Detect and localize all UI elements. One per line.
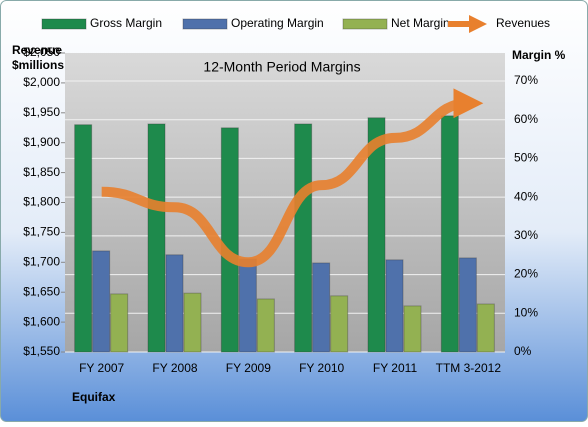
- y2-tick-label: 10%: [514, 305, 538, 319]
- y-tick-label: $1,950: [23, 105, 60, 119]
- y-axis-label: Revenue: [12, 43, 62, 57]
- legend-swatch: [41, 18, 87, 30]
- bar: [92, 250, 111, 353]
- y-tick-label: $1,700: [23, 254, 60, 268]
- bar: [367, 117, 386, 353]
- legend-label: Operating Margin: [231, 16, 324, 30]
- bar: [440, 115, 459, 353]
- bar: [294, 123, 313, 353]
- bar: [147, 123, 166, 353]
- source: Equifax: [72, 390, 116, 404]
- legend-label: Net Margin: [391, 16, 450, 30]
- bar: [238, 258, 257, 353]
- bar: [458, 257, 477, 353]
- y2-tick-label: 40%: [514, 189, 538, 203]
- y-tick-label: $1,750: [23, 225, 60, 239]
- x-tick-label: TTM 3-2012: [436, 361, 502, 375]
- bar: [183, 292, 202, 353]
- y-tick-label: $2,000: [23, 75, 60, 89]
- bar: [330, 295, 349, 353]
- bar: [256, 298, 275, 353]
- bar: [165, 254, 184, 353]
- y-tick-label: $2,050: [23, 45, 60, 59]
- y2-tick-label: 30%: [514, 228, 538, 242]
- bar: [403, 305, 422, 353]
- y2-tick-label: 50%: [514, 151, 538, 165]
- legend-swatch: [342, 18, 388, 30]
- y2-tick-label: 0%: [514, 344, 532, 358]
- y-tick-label: $1,900: [23, 135, 60, 149]
- x-tick-label: FY 2007: [79, 361, 124, 375]
- y2-tick-label: 60%: [514, 112, 538, 126]
- legend-label: Revenues: [496, 16, 550, 30]
- chart-title: 12-Month Period Margins: [203, 59, 360, 75]
- y-tick-label: $1,850: [23, 165, 60, 179]
- legend-swatch: [182, 18, 228, 30]
- bar: [476, 303, 495, 353]
- y-axis-label: $millions: [12, 58, 64, 72]
- bar: [312, 262, 331, 353]
- y2-axis-label: Margin %: [512, 48, 566, 62]
- y2-tick-label: 20%: [514, 267, 538, 281]
- x-tick-label: FY 2011: [373, 361, 418, 375]
- bar: [110, 293, 129, 353]
- bar: [74, 124, 93, 353]
- x-tick-label: FY 2009: [226, 361, 271, 375]
- y-tick-label: $1,800: [23, 195, 60, 209]
- y-tick-label: $1,550: [23, 344, 60, 358]
- y-tick-label: $1,600: [23, 314, 60, 328]
- y2-tick-label: 70%: [514, 73, 538, 87]
- bar: [385, 259, 404, 353]
- x-tick-label: FY 2010: [299, 361, 344, 375]
- bar: [220, 127, 239, 353]
- plot-area: [65, 53, 505, 352]
- y-tick-label: $1,650: [23, 284, 60, 298]
- line: [101, 88, 484, 268]
- x-tick-label: FY 2008: [152, 361, 197, 375]
- legend-label: Gross Margin: [90, 16, 162, 30]
